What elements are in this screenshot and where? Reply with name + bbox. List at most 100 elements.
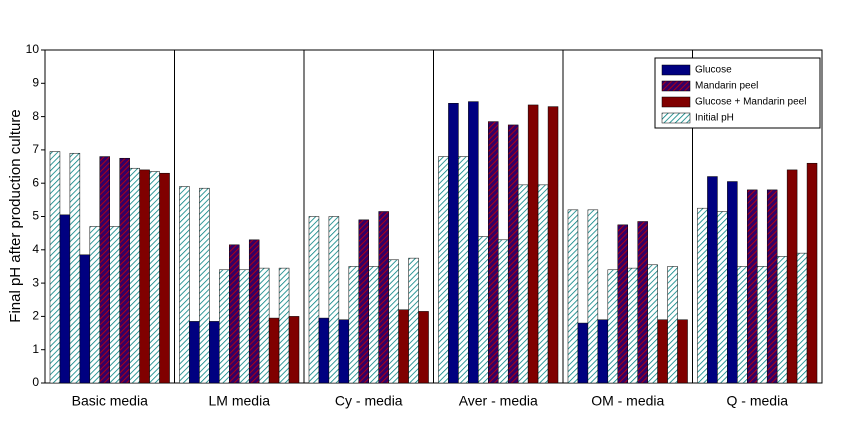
y-tick-label: 6 xyxy=(32,175,39,189)
legend-label: Glucose xyxy=(695,65,732,76)
bar xyxy=(478,236,489,384)
bar xyxy=(69,152,81,384)
x-tick-label: Q - media xyxy=(727,393,789,409)
bar xyxy=(776,256,788,384)
bar xyxy=(607,269,619,384)
y-tick-label: 2 xyxy=(32,309,39,323)
bar xyxy=(79,254,91,384)
x-tick-label: Basic media xyxy=(72,393,148,409)
bar xyxy=(418,311,429,384)
bar xyxy=(408,257,419,384)
bar xyxy=(507,124,519,384)
bar xyxy=(737,266,748,384)
bar xyxy=(468,101,479,384)
bar xyxy=(717,211,728,384)
x-tick-label: Aver - media xyxy=(459,393,538,409)
bar xyxy=(229,244,240,384)
y-tick-label: 1 xyxy=(32,342,39,356)
bar xyxy=(59,214,71,384)
bar xyxy=(368,266,379,384)
bar xyxy=(627,267,638,384)
bar xyxy=(278,267,290,384)
y-tick-label: 4 xyxy=(32,242,39,256)
bar xyxy=(239,269,250,384)
y-tick-label: 0 xyxy=(32,375,39,389)
x-tick-label: OM - media xyxy=(591,393,664,409)
bar xyxy=(119,157,130,384)
legend-label: Mandarin peel xyxy=(695,81,758,92)
bar xyxy=(209,321,220,384)
bar xyxy=(328,216,340,384)
bar xyxy=(498,239,509,384)
bar xyxy=(358,219,369,384)
bar xyxy=(697,207,708,384)
bar xyxy=(637,221,648,384)
bar xyxy=(657,319,668,384)
bar xyxy=(677,319,688,384)
bar xyxy=(248,239,260,384)
bar xyxy=(348,266,360,384)
bar xyxy=(786,169,798,384)
bar xyxy=(458,156,469,384)
bar xyxy=(99,156,110,384)
bar xyxy=(747,189,758,384)
bar xyxy=(49,151,61,384)
y-tick-label: 10 xyxy=(26,42,40,56)
bar xyxy=(288,316,300,384)
legend-swatch xyxy=(661,64,691,76)
bar xyxy=(806,162,818,384)
bar xyxy=(527,104,539,384)
bar xyxy=(587,209,599,384)
bar xyxy=(488,121,499,384)
y-tick-label: 9 xyxy=(32,75,39,89)
legend-label: Glucose + Mandarin peel xyxy=(695,97,806,108)
bar xyxy=(129,167,140,384)
bar xyxy=(597,319,609,384)
bar xyxy=(727,181,738,384)
bar xyxy=(438,156,449,384)
bar xyxy=(378,211,389,384)
legend-swatch xyxy=(661,112,691,124)
bar xyxy=(567,209,579,384)
bar xyxy=(388,259,399,384)
bar xyxy=(308,216,320,384)
bar xyxy=(338,319,350,384)
bar xyxy=(159,172,170,384)
bar xyxy=(189,321,200,384)
bar xyxy=(258,267,270,384)
x-tick-label: Cy - media xyxy=(335,393,403,409)
bar xyxy=(219,269,230,384)
bar xyxy=(199,187,210,384)
bar xyxy=(757,266,768,384)
bar xyxy=(707,176,718,384)
bar xyxy=(647,264,658,384)
bar xyxy=(268,317,280,384)
bar xyxy=(667,266,678,384)
y-axis-label: Final pH after production culture xyxy=(7,109,24,322)
y-tick-label: 7 xyxy=(32,142,39,156)
bar xyxy=(149,171,160,384)
bar xyxy=(796,252,808,384)
bar xyxy=(517,184,529,384)
bar xyxy=(318,317,330,384)
legend-swatch xyxy=(661,80,691,92)
bar xyxy=(179,186,190,384)
y-tick-label: 8 xyxy=(32,109,39,123)
x-tick-label: LM media xyxy=(209,393,271,409)
bar xyxy=(89,226,101,384)
bar xyxy=(398,309,409,384)
legend-label: Initial pH xyxy=(695,113,734,124)
y-tick-label: 5 xyxy=(32,209,39,223)
bar xyxy=(448,103,459,384)
bar xyxy=(139,169,150,384)
bar xyxy=(547,106,559,384)
bar xyxy=(766,189,778,384)
legend-swatch xyxy=(661,96,691,108)
bar xyxy=(617,224,628,384)
bar xyxy=(577,322,589,384)
bar xyxy=(109,226,120,384)
bar xyxy=(537,184,549,384)
y-tick-label: 3 xyxy=(32,275,39,289)
